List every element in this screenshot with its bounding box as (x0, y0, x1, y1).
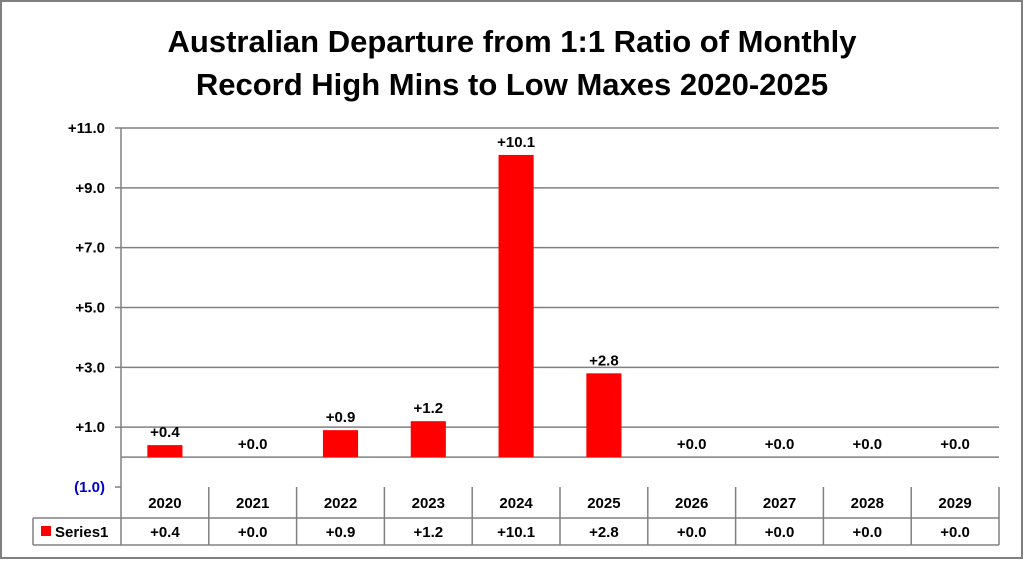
table-value-cell: +2.8 (589, 524, 619, 541)
data-label: +10.1 (497, 134, 535, 151)
table-value-cell: +1.2 (413, 524, 443, 541)
data-label: +2.8 (589, 352, 619, 369)
y-tick-label: +3.0 (75, 359, 105, 376)
data-label: +0.0 (940, 436, 970, 453)
data-label: +0.4 (150, 424, 180, 441)
data-label: +1.2 (413, 400, 443, 417)
legend-swatch (41, 526, 51, 536)
table-value-cell: +0.0 (238, 524, 268, 541)
table-value-cell: +0.4 (150, 524, 180, 541)
bar (498, 154, 534, 458)
x-category-label: 2023 (412, 495, 445, 512)
table-value-cell: +0.9 (326, 524, 356, 541)
x-category-label: 2028 (851, 495, 884, 512)
table-value-cell: +0.0 (677, 524, 707, 541)
bar (147, 445, 183, 458)
x-category-label: 2022 (324, 495, 357, 512)
table-value-cell: +0.0 (940, 524, 970, 541)
y-tick-label: (1.0) (74, 479, 105, 496)
bars (147, 154, 622, 458)
table-value-cell: +0.0 (765, 524, 795, 541)
bar (410, 421, 446, 458)
x-category-label: 2021 (236, 495, 269, 512)
data-table: 2020 +0.4 2021 +0.0 2022 +0.9 2023 +1.2 2024 +10.… (32, 487, 1000, 546)
y-tick-label: +1.0 (75, 419, 105, 436)
data-label: +0.0 (238, 436, 268, 453)
bar (322, 430, 359, 458)
x-category-label: 2020 (148, 495, 181, 512)
y-tick-label: +7.0 (75, 240, 105, 257)
x-category-label: 2029 (938, 495, 971, 512)
x-category-label: 2025 (587, 495, 620, 512)
x-category-label: 2026 (675, 495, 708, 512)
data-label: +0.0 (677, 436, 707, 453)
chart-title-line-2: Record High Mins to Low Maxes 2020-2025 (196, 67, 828, 102)
bar (586, 373, 622, 458)
y-tick-label: +5.0 (75, 300, 105, 317)
table-value-cell: +0.0 (852, 524, 882, 541)
gridlines (121, 127, 999, 458)
data-label: +0.0 (765, 436, 795, 453)
y-tick-label: +11.0 (68, 120, 105, 137)
data-labels: +0.4 +0.0 +0.9 +1.2 +10.1 +2.8 +0.0 +0.0 +0.0 +0.… (150, 134, 970, 453)
x-category-label: 2027 (763, 495, 796, 512)
y-tick-label: +9.0 (75, 180, 105, 197)
data-label: +0.9 (326, 409, 356, 426)
x-category-label: 2024 (499, 495, 533, 512)
chart-title-line-1: Australian Departure from 1:1 Ratio of M… (168, 24, 858, 59)
legend-series-name: Series1 (55, 524, 108, 541)
y-axis: (1.0) +1.0 +3.0 +5.0 +7.0 +9.0 +11.0 (68, 120, 122, 545)
table-value-cell: +10.1 (497, 524, 535, 541)
data-label: +0.0 (852, 436, 882, 453)
